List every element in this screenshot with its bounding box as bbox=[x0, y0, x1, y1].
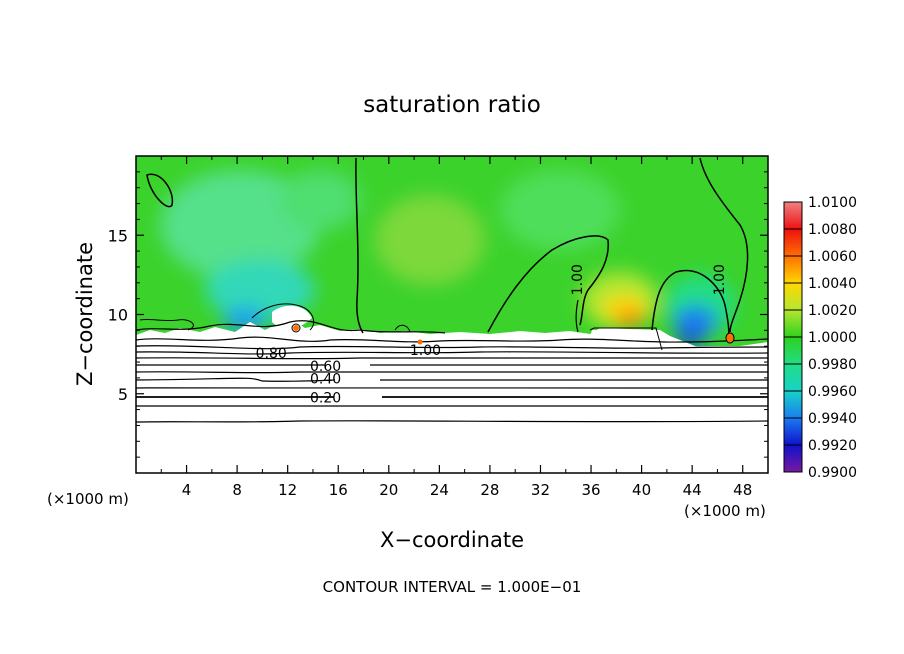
contour-label: 0.20 bbox=[310, 391, 341, 407]
x-tick-label: 16 bbox=[329, 481, 348, 499]
chart-title: saturation ratio bbox=[363, 92, 541, 118]
contour-label: 0.40 bbox=[310, 371, 341, 387]
x-tick-label: 24 bbox=[430, 481, 449, 499]
contour-lines bbox=[136, 157, 768, 423]
y-tick-label: 15 bbox=[108, 226, 128, 245]
colorbar-tick-label: 0.9960 bbox=[808, 384, 857, 400]
y-axis-label: Z−coordinate bbox=[73, 242, 97, 386]
colorbar-tick-label: 1.0100 bbox=[808, 195, 857, 211]
x-unit-right: (×1000 m) bbox=[684, 502, 766, 520]
x-axis-label: X−coordinate bbox=[380, 528, 524, 552]
colorbar-segment bbox=[784, 283, 802, 311]
contour-label: 0.60 bbox=[310, 359, 341, 375]
contour-label: 1.00 bbox=[410, 343, 441, 359]
plot-area bbox=[136, 156, 768, 473]
x-tick-label: 32 bbox=[531, 481, 550, 499]
x-tick-label: 48 bbox=[733, 481, 752, 499]
x-tick-label: 36 bbox=[581, 481, 600, 499]
colorbar-segment bbox=[784, 445, 802, 473]
x-tick-label: 44 bbox=[683, 481, 702, 499]
colorbar-segment bbox=[784, 391, 802, 419]
subsaturated-region bbox=[136, 318, 768, 473]
x-tick-label: 28 bbox=[480, 481, 499, 499]
colorbar-segment bbox=[784, 310, 802, 338]
contour-labels: 0.80 0.600.40 0.20 1.00 1.00 1.00 bbox=[256, 264, 728, 406]
colorbar-segment bbox=[784, 229, 802, 257]
contour-interval-note: CONTOUR INTERVAL = 1.000E−01 bbox=[323, 578, 582, 596]
colorbar-tick-label: 0.9940 bbox=[808, 411, 857, 427]
y-tick-label: 5 bbox=[118, 385, 128, 404]
field-patches bbox=[160, 170, 735, 346]
colorbar-tick-label: 1.0000 bbox=[808, 330, 857, 346]
x-tick-label: 40 bbox=[632, 481, 651, 499]
colorbar-segment bbox=[784, 256, 802, 284]
x-tick-label: 4 bbox=[182, 481, 192, 499]
y-tick-label: 10 bbox=[108, 306, 128, 325]
x-axis: 4 8 12 16 20 24 28 32 36 40 44 48 bbox=[160, 156, 752, 499]
x-tick-label: 8 bbox=[232, 481, 242, 499]
contour-label: 1.00 bbox=[570, 264, 586, 295]
colorbar-tick-label: 0.9900 bbox=[808, 465, 857, 481]
y-axis: 5 10 15 bbox=[108, 171, 768, 458]
contour-label: 1.00 bbox=[712, 264, 728, 295]
colorbar-tick-label: 1.0020 bbox=[808, 303, 857, 319]
contour-label: 0.80 bbox=[256, 346, 287, 362]
colorbar-tick-label: 0.9980 bbox=[808, 357, 857, 373]
x-tick-label: 20 bbox=[379, 481, 398, 499]
colorbar-tick-label: 0.9920 bbox=[808, 438, 857, 454]
colorbar-segment bbox=[784, 202, 802, 230]
colorbar-segment bbox=[784, 418, 802, 446]
colorbar-segment bbox=[784, 364, 802, 392]
colorbar-tick-label: 1.0080 bbox=[808, 222, 857, 238]
x-unit-left: (×1000 m) bbox=[47, 490, 129, 508]
colorbar-tick-label: 1.0060 bbox=[808, 249, 857, 265]
colorbar: 1.0100 1.0080 1.0060 1.0040 1.0020 1.0000 0.99… bbox=[783, 195, 857, 481]
x-tick-label: 12 bbox=[278, 481, 297, 499]
colorbar-tick-label: 1.0040 bbox=[808, 276, 857, 292]
colorbar-segment bbox=[784, 337, 802, 365]
